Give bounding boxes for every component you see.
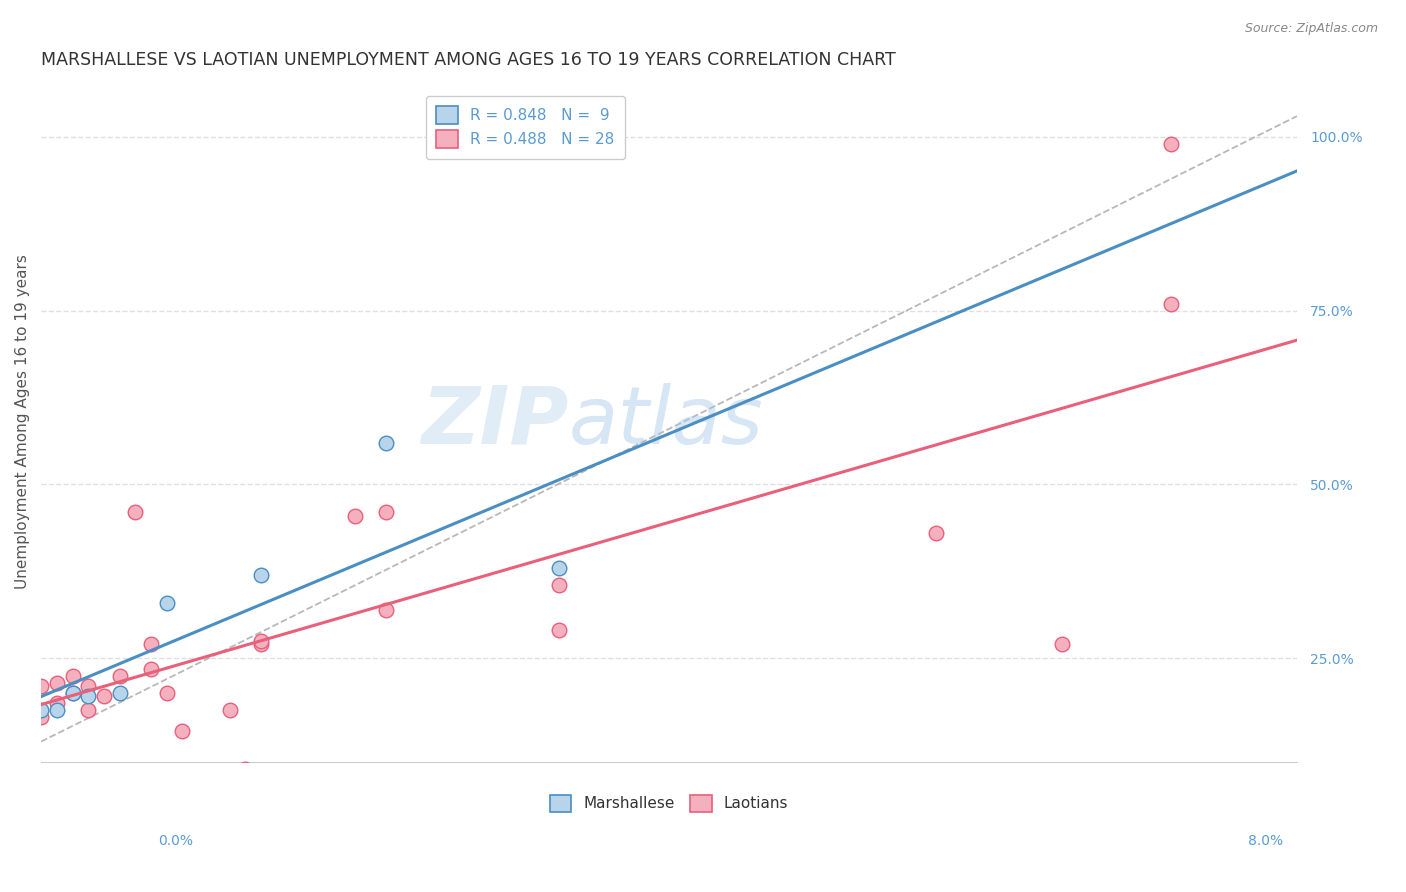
Point bbox=[250, 567, 273, 582]
Point bbox=[375, 602, 398, 616]
Text: 8.0%: 8.0% bbox=[1249, 834, 1282, 848]
Point bbox=[218, 703, 240, 717]
Point bbox=[45, 703, 67, 717]
Point bbox=[548, 624, 571, 638]
Point bbox=[375, 505, 398, 519]
Legend: Marshallese, Laotians: Marshallese, Laotians bbox=[540, 784, 799, 823]
Point bbox=[62, 686, 84, 700]
Point bbox=[156, 596, 179, 610]
Point bbox=[250, 637, 273, 651]
Point bbox=[139, 637, 162, 651]
Point bbox=[233, 763, 256, 777]
Point bbox=[30, 679, 52, 693]
Text: MARSHALLESE VS LAOTIAN UNEMPLOYMENT AMONG AGES 16 TO 19 YEARS CORRELATION CHART: MARSHALLESE VS LAOTIAN UNEMPLOYMENT AMON… bbox=[41, 51, 896, 69]
Point bbox=[124, 505, 146, 519]
Point bbox=[925, 526, 948, 541]
Point bbox=[77, 690, 100, 704]
Point bbox=[77, 703, 100, 717]
Point bbox=[62, 668, 84, 682]
Point bbox=[108, 686, 131, 700]
Text: ZIP: ZIP bbox=[422, 383, 568, 461]
Text: 0.0%: 0.0% bbox=[159, 834, 193, 848]
Point bbox=[45, 697, 67, 711]
Point bbox=[45, 675, 67, 690]
Point bbox=[93, 690, 115, 704]
Y-axis label: Unemployment Among Ages 16 to 19 years: Unemployment Among Ages 16 to 19 years bbox=[15, 254, 30, 590]
Point bbox=[77, 679, 100, 693]
Point bbox=[1050, 637, 1073, 651]
Text: Source: ZipAtlas.com: Source: ZipAtlas.com bbox=[1244, 22, 1378, 36]
Point bbox=[1160, 136, 1182, 151]
Point bbox=[250, 633, 273, 648]
Point bbox=[139, 662, 162, 676]
Point bbox=[172, 724, 194, 739]
Point bbox=[548, 578, 571, 592]
Point bbox=[344, 508, 367, 523]
Point bbox=[1160, 297, 1182, 311]
Text: atlas: atlas bbox=[568, 383, 763, 461]
Point bbox=[156, 686, 179, 700]
Point bbox=[375, 435, 398, 450]
Point bbox=[30, 710, 52, 724]
Point bbox=[62, 686, 84, 700]
Point bbox=[548, 561, 571, 575]
Point bbox=[30, 703, 52, 717]
Point bbox=[108, 668, 131, 682]
